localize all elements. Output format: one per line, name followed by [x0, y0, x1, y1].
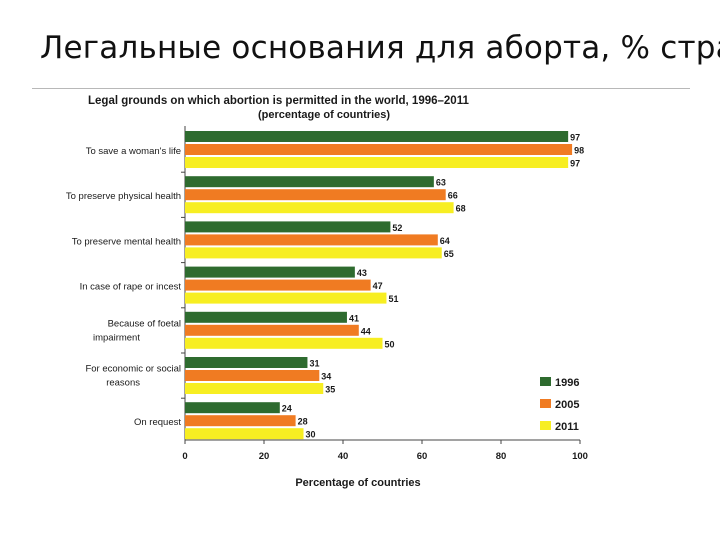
category-label: To preserve mental health	[72, 236, 181, 247]
legend-label: 1996	[555, 377, 579, 389]
bar	[185, 247, 442, 259]
bar	[185, 337, 383, 349]
category-label: impairment	[93, 332, 140, 343]
bar-value-label: 31	[309, 359, 319, 369]
legend-swatch	[540, 377, 551, 386]
bar	[185, 279, 371, 291]
category-label: To preserve physical health	[66, 191, 181, 202]
bar-value-label: 63	[436, 178, 446, 188]
bar-value-label: 30	[306, 430, 316, 440]
bar	[185, 221, 391, 233]
bar-value-label: 35	[325, 385, 335, 395]
bar	[185, 311, 347, 323]
bar	[185, 144, 573, 155]
bar	[185, 428, 304, 440]
bar	[185, 234, 438, 246]
bar-value-label: 98	[574, 146, 584, 156]
bar	[185, 292, 387, 304]
bar-value-label: 52	[392, 223, 402, 233]
bar-value-label: 44	[361, 326, 371, 336]
chart-title: Legal grounds on which abortion is permi…	[88, 95, 469, 107]
x-tick-label: 20	[259, 451, 270, 462]
bar	[185, 357, 308, 368]
bar	[185, 266, 355, 278]
category-label: To save a woman's life	[86, 146, 181, 157]
legend-label: 2011	[555, 421, 579, 433]
x-tick-label: 40	[338, 451, 349, 462]
category-label: On request	[134, 417, 181, 428]
bar-value-label: 64	[440, 236, 450, 246]
legend-label: 2005	[555, 399, 579, 411]
bar-value-label: 97	[570, 133, 580, 143]
bar	[185, 176, 434, 188]
bar-value-label: 97	[570, 159, 580, 169]
bar-value-label: 50	[385, 339, 395, 349]
x-axis-label: Percentage of countries	[295, 477, 420, 489]
bar	[185, 402, 280, 414]
x-tick-label: 80	[496, 451, 507, 462]
bar-value-label: 43	[357, 268, 367, 278]
bar	[185, 370, 320, 381]
x-tick-label: 0	[182, 451, 187, 462]
slide-title: Легальные основания для аборта, % стран	[40, 30, 720, 66]
bar	[185, 131, 569, 142]
legend-swatch	[540, 399, 551, 408]
legend-swatch	[540, 421, 551, 430]
bar	[185, 415, 296, 427]
bar-value-label: 66	[448, 191, 458, 201]
category-label: Because of foetal	[108, 318, 181, 329]
bar-value-label: 24	[282, 404, 292, 414]
bar-value-label: 68	[456, 204, 466, 214]
category-label: In case of rape or incest	[80, 282, 182, 293]
x-tick-label: 60	[417, 451, 428, 462]
chart-subtitle: (percentage of countries)	[258, 109, 390, 121]
bar	[185, 324, 359, 336]
bar-value-label: 47	[373, 281, 383, 291]
plot-area: 0 20 40 60 80 100 97 98 97 To save a woman's life…	[66, 126, 588, 462]
bar-value-label: 41	[349, 313, 359, 323]
bar	[185, 189, 446, 201]
bar-value-label: 65	[444, 249, 454, 259]
bar-value-label: 28	[298, 417, 308, 427]
category-label: reasons	[106, 378, 140, 389]
bar-value-label: 34	[321, 372, 331, 382]
bar	[185, 202, 454, 214]
bar	[185, 157, 569, 168]
x-tick-label: 100	[572, 451, 588, 462]
bar	[185, 383, 324, 394]
bar-value-label: 51	[388, 294, 398, 304]
category-label: For economic or social	[85, 364, 181, 375]
title-divider	[32, 88, 690, 89]
